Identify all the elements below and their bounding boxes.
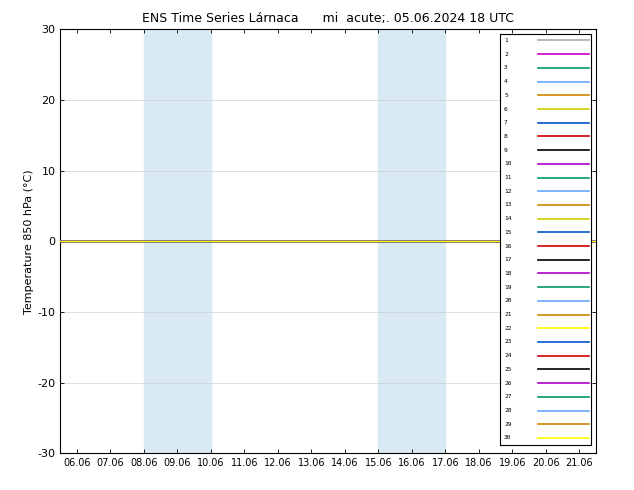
Title: ENS Time Series Lárnaca      mi  acute;. 05.06.2024 18 UTC: ENS Time Series Lárnaca mi acute;. 05.06… (142, 12, 514, 25)
Y-axis label: Temperature 850 hPa (°C): Temperature 850 hPa (°C) (25, 169, 34, 314)
Bar (144, 29, 211, 453)
Bar (378, 29, 445, 453)
